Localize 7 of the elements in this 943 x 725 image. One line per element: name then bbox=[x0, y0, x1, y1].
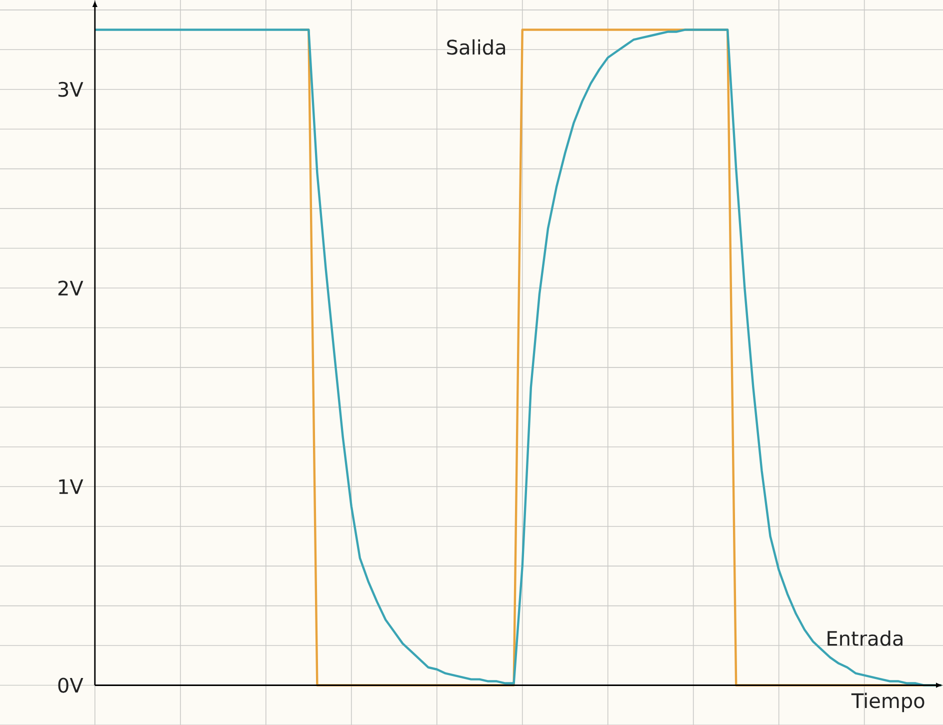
series-label: Entrada bbox=[828, 630, 902, 646]
y-tick-label: 0V bbox=[58, 678, 84, 693]
x-axis-title: Tiempo bbox=[851, 692, 924, 712]
y-tick-label: 3V bbox=[58, 82, 84, 97]
series-label: Salida bbox=[447, 39, 506, 55]
y-tick-label: 2V bbox=[58, 280, 84, 296]
y-tick-label: 1V bbox=[59, 479, 84, 494]
